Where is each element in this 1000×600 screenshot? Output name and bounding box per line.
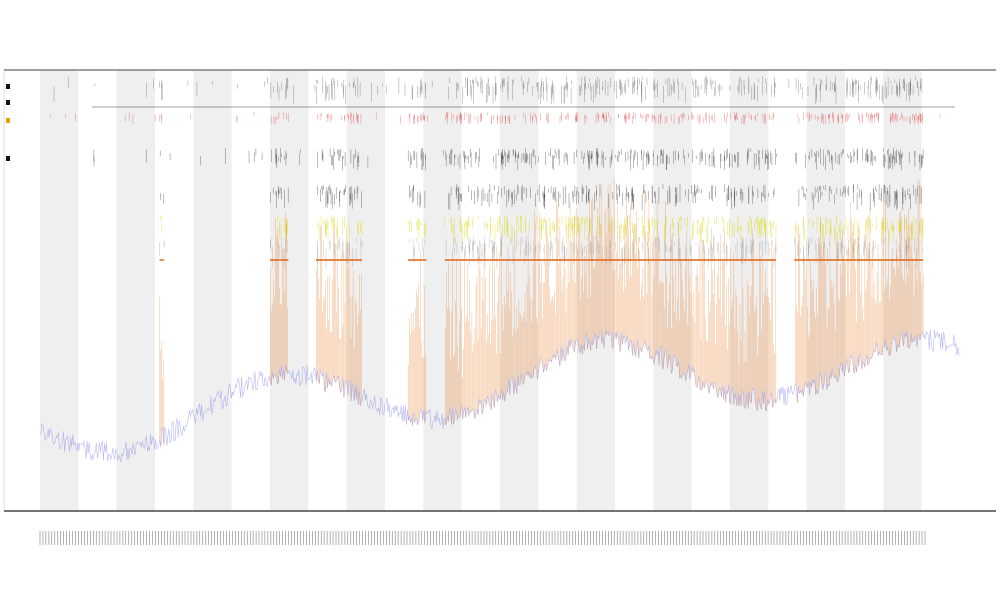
signal-layer bbox=[39, 179, 961, 462]
background-band bbox=[193, 70, 232, 511]
band-layer bbox=[40, 70, 922, 511]
event-tracks-layer bbox=[50, 76, 941, 268]
background-band bbox=[730, 70, 769, 511]
x-tick-labels bbox=[39, 531, 926, 545]
background-band bbox=[116, 70, 155, 511]
baseline-line bbox=[39, 329, 961, 462]
legend-swatch bbox=[6, 156, 10, 161]
event-track-3 bbox=[93, 148, 924, 170]
event-track-1 bbox=[53, 76, 923, 104]
legend-swatch bbox=[6, 118, 10, 123]
legend-swatch bbox=[6, 84, 10, 89]
legend-swatch bbox=[6, 100, 10, 105]
background-band bbox=[500, 70, 539, 511]
series-active bbox=[159, 179, 924, 447]
legend bbox=[6, 84, 10, 161]
background-band bbox=[270, 70, 309, 511]
legend-entry-1 bbox=[6, 84, 10, 89]
axes-layer bbox=[3, 69, 996, 512]
background-band bbox=[423, 70, 462, 511]
legend-entry-3 bbox=[6, 118, 10, 123]
legend-entry-4 bbox=[6, 156, 10, 161]
series-baseline bbox=[39, 329, 961, 462]
event-track-2 bbox=[50, 112, 941, 124]
event-track-4 bbox=[160, 184, 922, 210]
background-band bbox=[346, 70, 385, 511]
legend-entry-2 bbox=[6, 100, 10, 105]
